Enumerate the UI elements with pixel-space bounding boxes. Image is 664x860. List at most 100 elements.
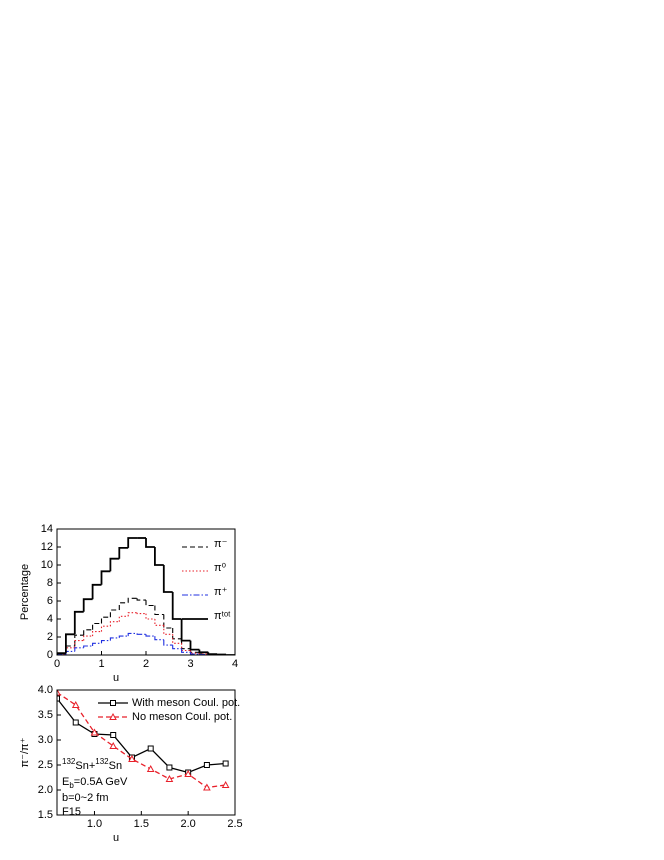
- histogram-step: [154, 619, 164, 626]
- histogram-step: [100, 640, 111, 644]
- histogram-step: [109, 609, 120, 618]
- histogram-step: [127, 597, 138, 603]
- histogram-step: [207, 652, 218, 655]
- histogram-step: [118, 635, 129, 638]
- histogram-step: [172, 634, 182, 644]
- y-tick-label: 8: [47, 577, 53, 589]
- histogram-step: [92, 622, 102, 630]
- histogram-step: [100, 570, 111, 585]
- histogram-step: [109, 637, 120, 641]
- legend-label: No meson Coul. pot.: [132, 711, 232, 723]
- histogram-step: [91, 583, 102, 600]
- histogram-step: [145, 613, 155, 620]
- marker: [72, 719, 79, 726]
- plot-frame: [56, 528, 236, 656]
- y-tick-label: 1.5: [38, 809, 53, 821]
- x-tick-label: 1: [98, 658, 104, 670]
- legend-marker: [109, 712, 117, 720]
- histogram-step: [198, 649, 209, 654]
- x-axis-label: u: [113, 832, 119, 844]
- histogram-step: [136, 612, 146, 615]
- histogram-step: [145, 538, 155, 548]
- legend-marker: [110, 700, 116, 706]
- histogram-step: [82, 598, 93, 612]
- y-tick-label: 0: [47, 649, 53, 661]
- marker: [71, 700, 80, 708]
- histogram-step: [74, 640, 84, 648]
- histogram-step: [163, 625, 173, 635]
- histogram-step: [118, 547, 129, 559]
- plot-area: [57, 690, 230, 791]
- x-tick-label: 4: [232, 658, 238, 670]
- marker: [222, 760, 229, 767]
- histogram-step: [180, 619, 191, 642]
- line: [57, 691, 226, 789]
- legend-label: π⁻: [214, 538, 228, 550]
- marker: [57, 695, 60, 702]
- legend-label: With meson Coul. pot.: [132, 697, 240, 709]
- histogram-step: [92, 642, 102, 646]
- histogram-step: [189, 640, 200, 651]
- x-tick-label: 2.5: [227, 818, 242, 830]
- histogram-step: [189, 650, 200, 654]
- histogram-step: [118, 615, 129, 622]
- marker: [165, 774, 174, 782]
- model: F15: [62, 806, 81, 818]
- y-tick-label: 3.5: [38, 709, 53, 721]
- y-tick-label: 2.5: [38, 759, 53, 771]
- plot-area: [57, 537, 235, 655]
- marker: [146, 764, 155, 772]
- marker: [203, 783, 211, 791]
- histogram-step: [127, 537, 138, 548]
- histogram-step: [172, 628, 182, 640]
- x-tick-label: 1.0: [87, 818, 102, 830]
- histogram-step: [73, 610, 84, 635]
- impact: b=0~2 fm: [62, 792, 108, 804]
- histogram-step: [100, 625, 111, 632]
- histogram-step: [181, 643, 191, 652]
- histogram-step: [109, 557, 120, 572]
- x-tick-label: 1.5: [134, 818, 149, 830]
- histogram-step: [83, 635, 93, 641]
- histogram-step: [83, 629, 93, 636]
- x-tick-label: 3: [187, 658, 193, 670]
- histogram-step: [154, 547, 164, 566]
- histogram-step: [100, 616, 111, 624]
- x-tick-label: 0: [54, 658, 60, 670]
- y-tick-label: 2.0: [38, 784, 53, 796]
- y-tick-label: 14: [41, 523, 53, 535]
- y-tick-label: 3.0: [38, 734, 53, 746]
- y-tick-label: 2: [47, 631, 53, 643]
- y-axis-label: Percentage: [19, 564, 31, 620]
- annotation: 132Sn+132Sn Eb=0.5A GeV b=0~2 fm F15: [62, 757, 128, 818]
- x-tick-label: 2: [143, 658, 149, 670]
- y-tick-label: 6: [47, 595, 53, 607]
- histogram-step: [154, 636, 164, 641]
- marker: [110, 732, 117, 738]
- histogram-step: [83, 645, 93, 648]
- histogram-step: [163, 639, 173, 646]
- marker: [128, 754, 136, 762]
- y-axis-label: π⁻/π⁺: [19, 737, 31, 767]
- histogram-step: [163, 614, 173, 629]
- histogram-step: [118, 602, 129, 610]
- plot-frame: [56, 689, 236, 816]
- y-tick-label: 4: [47, 613, 53, 625]
- x-axis-label: u: [113, 672, 119, 684]
- y-tick-label: 4.0: [38, 684, 53, 696]
- line: [57, 698, 226, 774]
- histogram-step: [127, 632, 138, 637]
- histogram-step: [65, 633, 75, 654]
- legend-label: πᵗᵒᵗ: [214, 610, 231, 622]
- x-tick-label: 2.0: [181, 818, 196, 830]
- marker: [90, 728, 99, 736]
- marker: [166, 764, 173, 771]
- marker: [57, 690, 61, 696]
- marker: [109, 741, 118, 749]
- legend-label: π⁰: [214, 562, 227, 574]
- marker: [184, 769, 193, 777]
- legend-label: π⁺: [214, 586, 228, 598]
- histogram-step: [172, 645, 182, 650]
- histogram-step: [74, 647, 84, 652]
- marker: [203, 762, 210, 768]
